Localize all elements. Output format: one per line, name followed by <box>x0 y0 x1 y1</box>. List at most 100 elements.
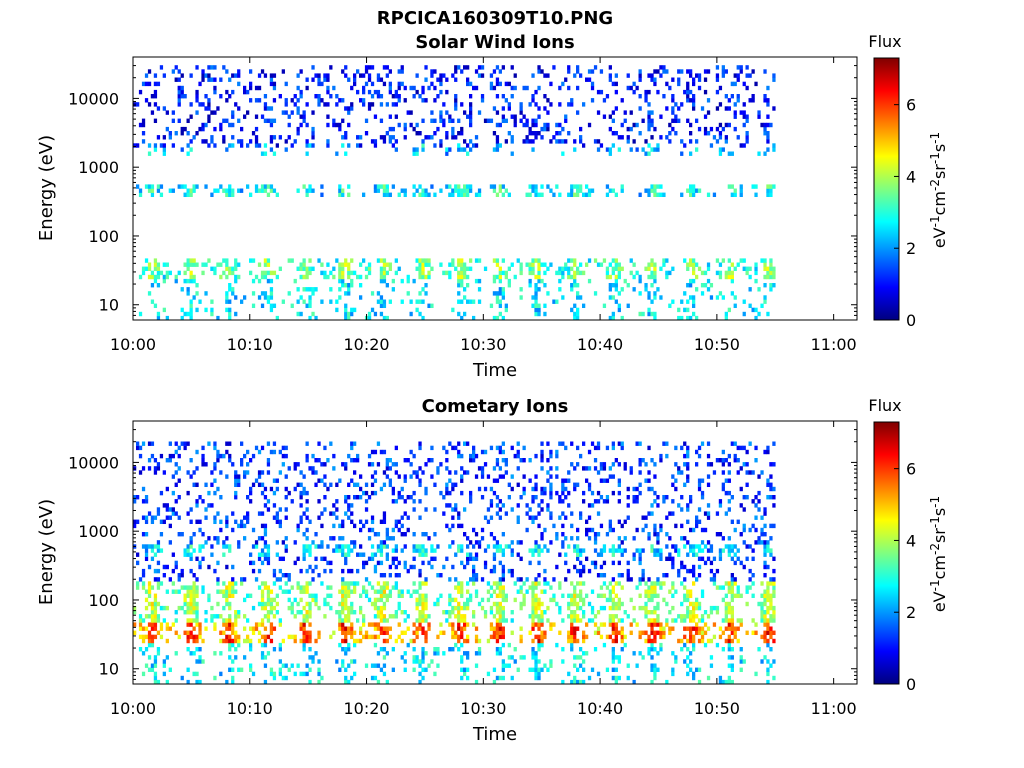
heatmap-cell <box>332 122 336 128</box>
heatmap-cell <box>317 258 321 263</box>
heatmap-cell <box>186 610 190 615</box>
heatmap-cell <box>409 110 413 115</box>
heatmap-cell <box>269 626 274 631</box>
heatmap-cell <box>278 667 282 673</box>
heatmap-cell <box>570 102 574 107</box>
heatmap-cell <box>576 614 580 619</box>
heatmap-cell <box>617 135 621 140</box>
heatmap-cell <box>576 307 580 313</box>
heatmap-cell <box>234 589 238 594</box>
heatmap-cell <box>201 638 205 644</box>
heatmap-cell <box>531 98 535 103</box>
heatmap-cell <box>344 667 348 673</box>
heatmap-cell <box>284 589 288 594</box>
heatmap-cell <box>394 114 398 119</box>
heatmap-cell <box>739 532 743 537</box>
heatmap-cell <box>492 667 497 673</box>
heatmap-cell <box>341 663 345 668</box>
heatmap-cell <box>296 287 300 292</box>
heatmap-cell <box>730 655 734 660</box>
heatmap-cell <box>766 135 770 140</box>
heatmap-cell <box>192 278 196 284</box>
heatmap-cell <box>302 618 306 623</box>
heatmap-cell <box>451 262 455 267</box>
heatmap-cell <box>141 618 146 623</box>
heatmap-cell <box>570 462 574 467</box>
heatmap-cell <box>379 299 384 304</box>
heatmap-cell <box>311 291 315 296</box>
heatmap-cell <box>454 503 458 508</box>
heatmap-cell <box>403 499 407 504</box>
heatmap-cell <box>192 618 196 623</box>
heatmap-cell <box>686 307 690 313</box>
heatmap-cell <box>706 462 711 467</box>
heatmap-cell <box>421 651 425 656</box>
heatmap-cell <box>697 77 702 82</box>
heatmap-cell <box>528 184 532 189</box>
heatmap-cell <box>272 503 277 508</box>
heatmap-cell <box>537 106 541 111</box>
heatmap-cell <box>686 507 690 512</box>
heatmap-cell <box>174 610 178 615</box>
heatmap-cell <box>391 548 395 553</box>
heatmap-cell <box>186 258 190 263</box>
heatmap-cell <box>162 262 166 267</box>
heatmap-cell <box>269 147 274 152</box>
heatmap-cell <box>668 303 672 309</box>
heatmap-cell <box>486 544 491 549</box>
heatmap-cell <box>201 126 205 132</box>
heatmap-cell <box>415 655 419 660</box>
heatmap-cell <box>439 110 443 115</box>
heatmap-cell <box>483 614 488 619</box>
heatmap-cell <box>712 135 717 140</box>
heatmap-cell <box>370 81 375 87</box>
heatmap-cell <box>689 98 693 103</box>
heatmap-cell <box>308 593 312 599</box>
heatmap-cell <box>721 258 725 263</box>
heatmap-cell <box>225 274 229 280</box>
heatmap-cell <box>570 188 574 193</box>
heatmap-cell <box>587 568 592 574</box>
heatmap-cell <box>353 544 357 549</box>
heatmap-cell <box>353 81 357 87</box>
heatmap-cell <box>614 106 618 111</box>
heatmap-cell <box>727 106 731 111</box>
heatmap-cell <box>689 283 693 288</box>
heatmap-cell <box>555 532 559 537</box>
heatmap-cell <box>362 523 366 529</box>
heatmap-cell <box>406 527 410 533</box>
heatmap-cell <box>409 122 413 128</box>
heatmap-cell <box>144 495 149 500</box>
heatmap-cell <box>596 532 601 537</box>
heatmap-cell <box>686 299 690 304</box>
heatmap-cell <box>733 544 737 549</box>
heatmap-cell <box>656 540 660 545</box>
heatmap-cell <box>329 94 333 99</box>
heatmap-cell <box>576 626 580 631</box>
heatmap-cell <box>763 283 767 288</box>
heatmap-cell <box>430 544 434 549</box>
heatmap-cell <box>448 184 452 189</box>
heatmap-cell <box>531 495 535 500</box>
heatmap-cell <box>650 655 654 660</box>
heatmap-cell <box>677 315 681 321</box>
heatmap-cell <box>558 131 562 136</box>
heatmap-cell <box>460 258 464 263</box>
heatmap-cell <box>593 630 598 636</box>
heatmap-cell <box>605 270 610 276</box>
heatmap-cell <box>531 601 535 607</box>
heatmap-cell <box>692 581 696 586</box>
heatmap-cell <box>213 85 217 91</box>
heatmap-cell <box>198 544 202 549</box>
heatmap-cell <box>225 515 229 520</box>
heatmap-cell <box>415 605 419 611</box>
heatmap-cell <box>671 299 675 304</box>
heatmap-cell <box>213 675 217 681</box>
heatmap-cell <box>573 147 577 152</box>
heatmap-cell <box>703 630 708 636</box>
heatmap-cell <box>650 610 654 615</box>
heatmap-cell <box>457 548 461 553</box>
heatmap-cell <box>665 258 669 263</box>
heatmap-cell <box>344 315 348 321</box>
heatmap-cell <box>692 601 696 607</box>
